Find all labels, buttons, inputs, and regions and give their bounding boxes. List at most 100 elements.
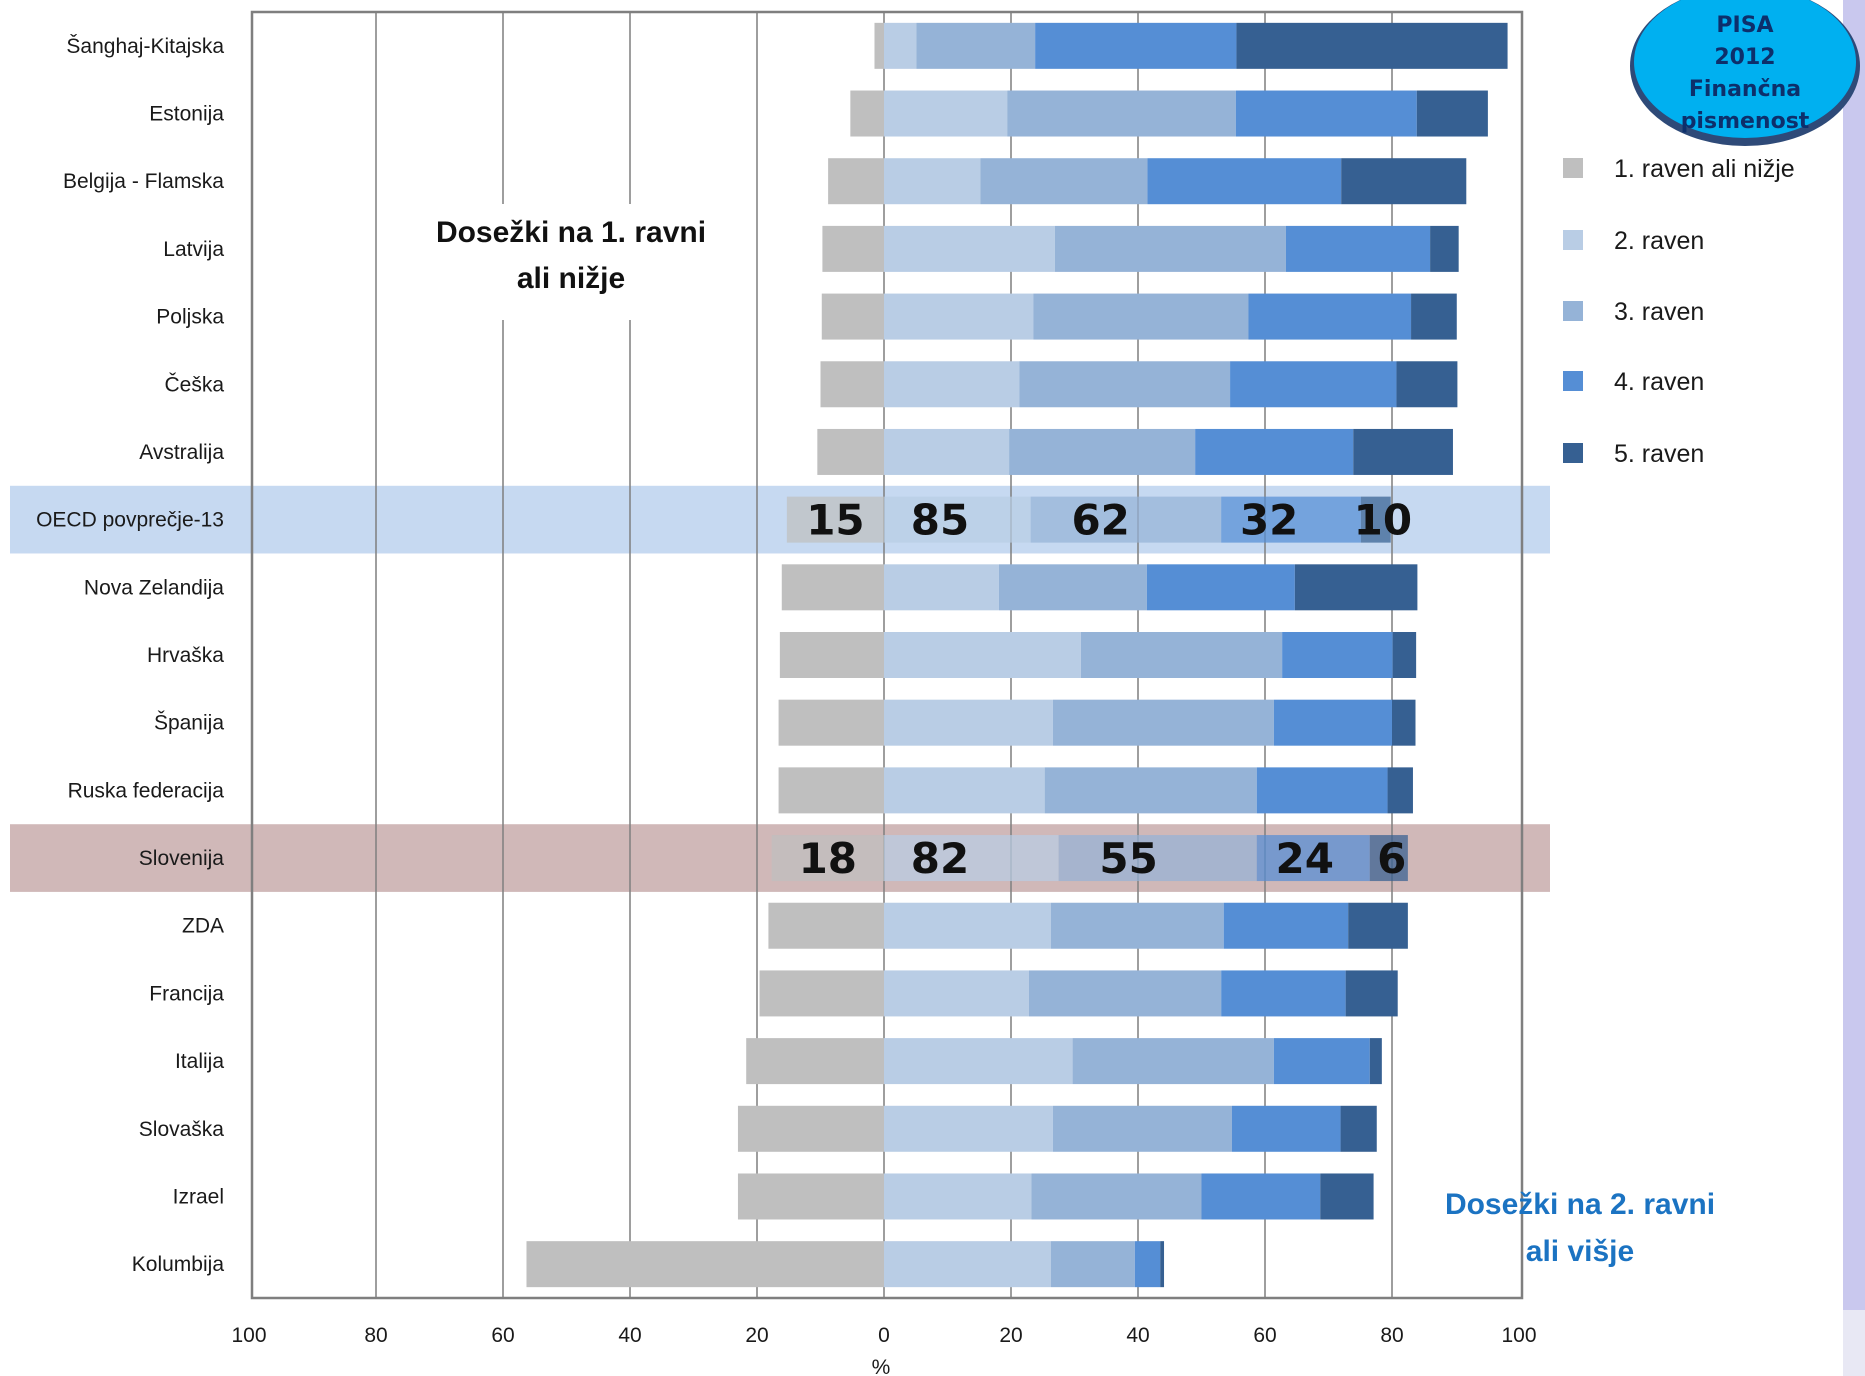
- highlight-value-slovenija: 82: [911, 834, 969, 883]
- bar-4-raven-sanghaj-kitajska: [1035, 22, 1237, 69]
- bar-2-raven-poljska: [884, 293, 1034, 340]
- category-label: Ruska federacija: [68, 779, 225, 802]
- bar-1-raven-ali-nizje-italija: [746, 1038, 884, 1085]
- bar-4-raven-spanija: [1273, 699, 1392, 746]
- bar-2-raven-kolumbija: [884, 1241, 1052, 1288]
- x-tick-label: 100: [231, 1324, 266, 1347]
- category-label: Belgija - Flamska: [63, 170, 224, 193]
- annotation-right: Dosežki na 2. ravni ali višje: [1445, 1188, 1715, 1268]
- legend-label: 5. raven: [1614, 440, 1704, 468]
- bars: [526, 22, 1508, 1288]
- bar-3-raven-kolumbija: [1051, 1241, 1135, 1288]
- bar-2-raven-italija: [884, 1038, 1073, 1085]
- bar-3-raven-poljska: [1033, 293, 1249, 340]
- category-label: OECD povprečje-13: [36, 509, 224, 532]
- bar-4-raven-ceska: [1230, 361, 1397, 408]
- pisa-badge-ellipse: [1634, 0, 1856, 138]
- bar-2-raven-izrael: [884, 1173, 1032, 1220]
- bar-2-raven-oecd-povprecje-13: [884, 496, 1031, 543]
- badge-line4: pismenost: [1681, 109, 1810, 134]
- bar-5-raven-estonija: [1416, 90, 1488, 137]
- bar-3-raven-italija: [1072, 1038, 1274, 1085]
- category-label: Nova Zelandija: [84, 576, 224, 599]
- bar-4-raven-hrvaska: [1282, 632, 1393, 678]
- bar-4-raven-estonija: [1235, 90, 1417, 137]
- bar-5-raven-slovaska: [1340, 1105, 1377, 1152]
- bar-4-raven-nova-zelandija: [1146, 564, 1295, 611]
- category-label: Kolumbija: [132, 1253, 225, 1276]
- x-tick-labels: 100 80 60 40 20 0 20 40 60 80 100: [231, 1324, 1536, 1347]
- bar-3-raven-belgija-flamska: [980, 158, 1148, 205]
- bar-2-raven-estonija: [884, 90, 1008, 137]
- highlight-value-oecd-povprecje-13: 85: [911, 496, 969, 545]
- category-label: ZDA: [182, 915, 224, 938]
- category-label: Italija: [175, 1050, 224, 1073]
- bar-3-raven-slovenija: [1058, 835, 1257, 882]
- x-tick-label: 60: [1253, 1324, 1276, 1347]
- bar-3-raven-zda: [1051, 902, 1224, 949]
- bar-5-raven-belgija-flamska: [1341, 158, 1467, 205]
- bar-5-raven-italija: [1369, 1038, 1382, 1085]
- bar-3-raven-hrvaska: [1080, 632, 1283, 678]
- bar-4-raven-oecd-povprecje-13: [1221, 496, 1361, 543]
- bar-5-raven-slovenija: [1369, 835, 1408, 882]
- bar-4-raven-italija: [1273, 1038, 1370, 1085]
- highlight-value-oecd-povprecje-13: 32: [1240, 496, 1298, 545]
- annotation-right-line1: Dosežki na 2. ravni: [1445, 1188, 1715, 1221]
- bar-5-raven-ceska: [1396, 361, 1458, 408]
- annotation-left-bg: [408, 204, 738, 320]
- x-axis-label: %: [872, 1356, 891, 1376]
- bar-3-raven-nova-zelandija: [998, 564, 1147, 611]
- bar-1-raven-ali-nizje-belgija-flamska: [828, 158, 884, 205]
- highlight-value-oecd-povprecje-13: 15: [806, 496, 864, 545]
- legend-swatch-3-raven: [1563, 301, 1583, 321]
- bar-4-raven-latvija: [1285, 225, 1431, 272]
- bar-3-raven-estonija: [1007, 90, 1236, 137]
- bar-2-raven-slovaska: [884, 1105, 1053, 1152]
- bar-3-raven-spanija: [1052, 699, 1274, 746]
- category-label: Slovaška: [139, 1118, 225, 1141]
- right-edge-strip: [1843, 0, 1865, 1376]
- bar-3-raven-francija: [1028, 970, 1222, 1017]
- bar-1-raven-ali-nizje-francija: [759, 970, 884, 1017]
- pisa-badge: PISA 2012 Finančna pismenost: [1630, 0, 1860, 146]
- category-label: Izrael: [173, 1185, 224, 1208]
- bar-3-raven-latvija: [1054, 225, 1286, 272]
- annotation-left-line2: ali nižje: [517, 262, 625, 295]
- x-tick-label: 40: [1126, 1324, 1149, 1347]
- bar-2-raven-latvija: [884, 225, 1055, 272]
- category-label: Poljska: [156, 306, 224, 329]
- bar-2-raven-belgija-flamska: [884, 158, 981, 205]
- bar-2-raven-spanija: [884, 699, 1053, 746]
- bar-1-raven-ali-nizje-slovenija: [771, 835, 884, 882]
- bar-2-raven-avstralija: [884, 428, 1010, 475]
- category-label: Šanghaj-Kitajska: [66, 35, 224, 58]
- bar-3-raven-sanghaj-kitajska: [916, 22, 1036, 69]
- bar-1-raven-ali-nizje-oecd-povprecje-13: [786, 496, 884, 543]
- annotation-right-line2: ali višje: [1526, 1235, 1634, 1268]
- highlight-value-oecd-povprecje-13: 10: [1354, 496, 1412, 545]
- bar-1-raven-ali-nizje-ceska: [820, 361, 884, 408]
- x-tick-label: 20: [745, 1324, 768, 1347]
- bar-4-raven-izrael: [1201, 1173, 1321, 1220]
- bar-5-raven-latvija: [1430, 225, 1459, 272]
- bar-5-raven-hrvaska: [1392, 632, 1417, 678]
- bar-1-raven-ali-nizje-poljska: [821, 293, 884, 340]
- bar-2-raven-hrvaska: [884, 632, 1081, 678]
- highlight-value-slovenija: 24: [1276, 834, 1334, 883]
- bar-4-raven-francija: [1221, 970, 1346, 1017]
- bar-2-raven-nova-zelandija: [884, 564, 999, 611]
- bar-1-raven-ali-nizje-slovaska: [737, 1105, 884, 1152]
- bar-3-raven-slovaska: [1052, 1105, 1232, 1152]
- bar-1-raven-ali-nizje-spanija: [778, 699, 884, 746]
- bar-4-raven-avstralija: [1195, 428, 1354, 475]
- bar-1-raven-ali-nizje-latvija: [822, 225, 884, 272]
- category-labels: Šanghaj-Kitajska Estonija Belgija - Flamsk…: [36, 35, 224, 1276]
- legend-label: 3. raven: [1614, 298, 1704, 326]
- x-tick-label: 20: [999, 1324, 1022, 1347]
- plot-area-frame: [250, 10, 1524, 1300]
- badge-line2: 2012: [1714, 45, 1775, 70]
- bar-4-raven-belgija-flamska: [1147, 158, 1342, 205]
- bar-5-raven-izrael: [1320, 1173, 1374, 1220]
